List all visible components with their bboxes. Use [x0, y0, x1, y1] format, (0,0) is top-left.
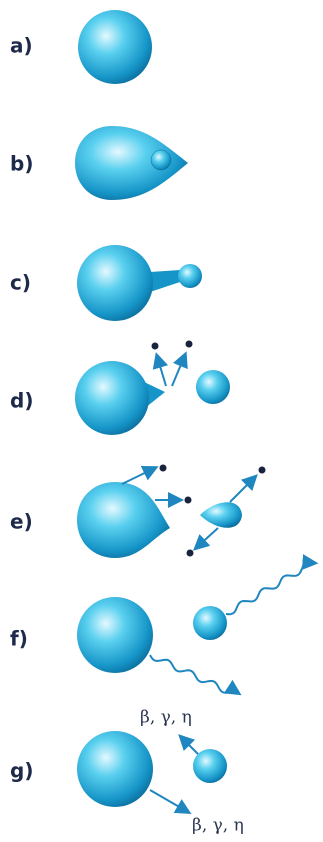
deformed-nucleus — [75, 126, 188, 200]
radiation-wave — [150, 655, 238, 693]
fragment — [200, 502, 242, 528]
emission-label: β, γ, η — [140, 708, 192, 728]
neutron — [185, 497, 192, 504]
radiation-wave — [226, 563, 314, 615]
fragment — [193, 749, 227, 783]
stage-label: d) — [10, 389, 33, 413]
neutron — [259, 467, 266, 474]
neutron-arrow — [172, 355, 185, 386]
fragment — [151, 150, 171, 170]
fragment — [193, 606, 227, 640]
nucleus — [75, 361, 149, 435]
nucleus — [77, 245, 153, 321]
emission-arrow — [181, 737, 198, 754]
nucleus — [78, 10, 152, 84]
stage-label: e) — [10, 510, 33, 534]
nucleus — [77, 597, 153, 673]
neck — [150, 270, 180, 292]
emission-label: β, γ, η — [192, 816, 244, 836]
stage-label: g) — [10, 759, 33, 783]
stage-label: a) — [10, 34, 33, 58]
fragment — [178, 264, 202, 288]
neutron — [160, 465, 167, 472]
neutron-arrow — [230, 477, 255, 502]
emission-arrow — [150, 790, 188, 812]
neutron — [186, 341, 193, 348]
neutron-arrow — [196, 528, 218, 548]
fragment — [196, 370, 230, 404]
neutron-arrow — [122, 468, 155, 484]
neutron-arrow — [157, 356, 166, 386]
fission-diagram: a) b) c) d) e) f) g) β, γ, η β, γ, η — [0, 0, 323, 842]
neutron — [187, 550, 194, 557]
stage-label: f) — [10, 627, 28, 651]
stage-label: c) — [10, 271, 31, 295]
stage-label: b) — [10, 152, 33, 176]
neutron — [152, 343, 159, 350]
deformed-nucleus — [77, 482, 170, 558]
nucleus — [77, 731, 153, 807]
